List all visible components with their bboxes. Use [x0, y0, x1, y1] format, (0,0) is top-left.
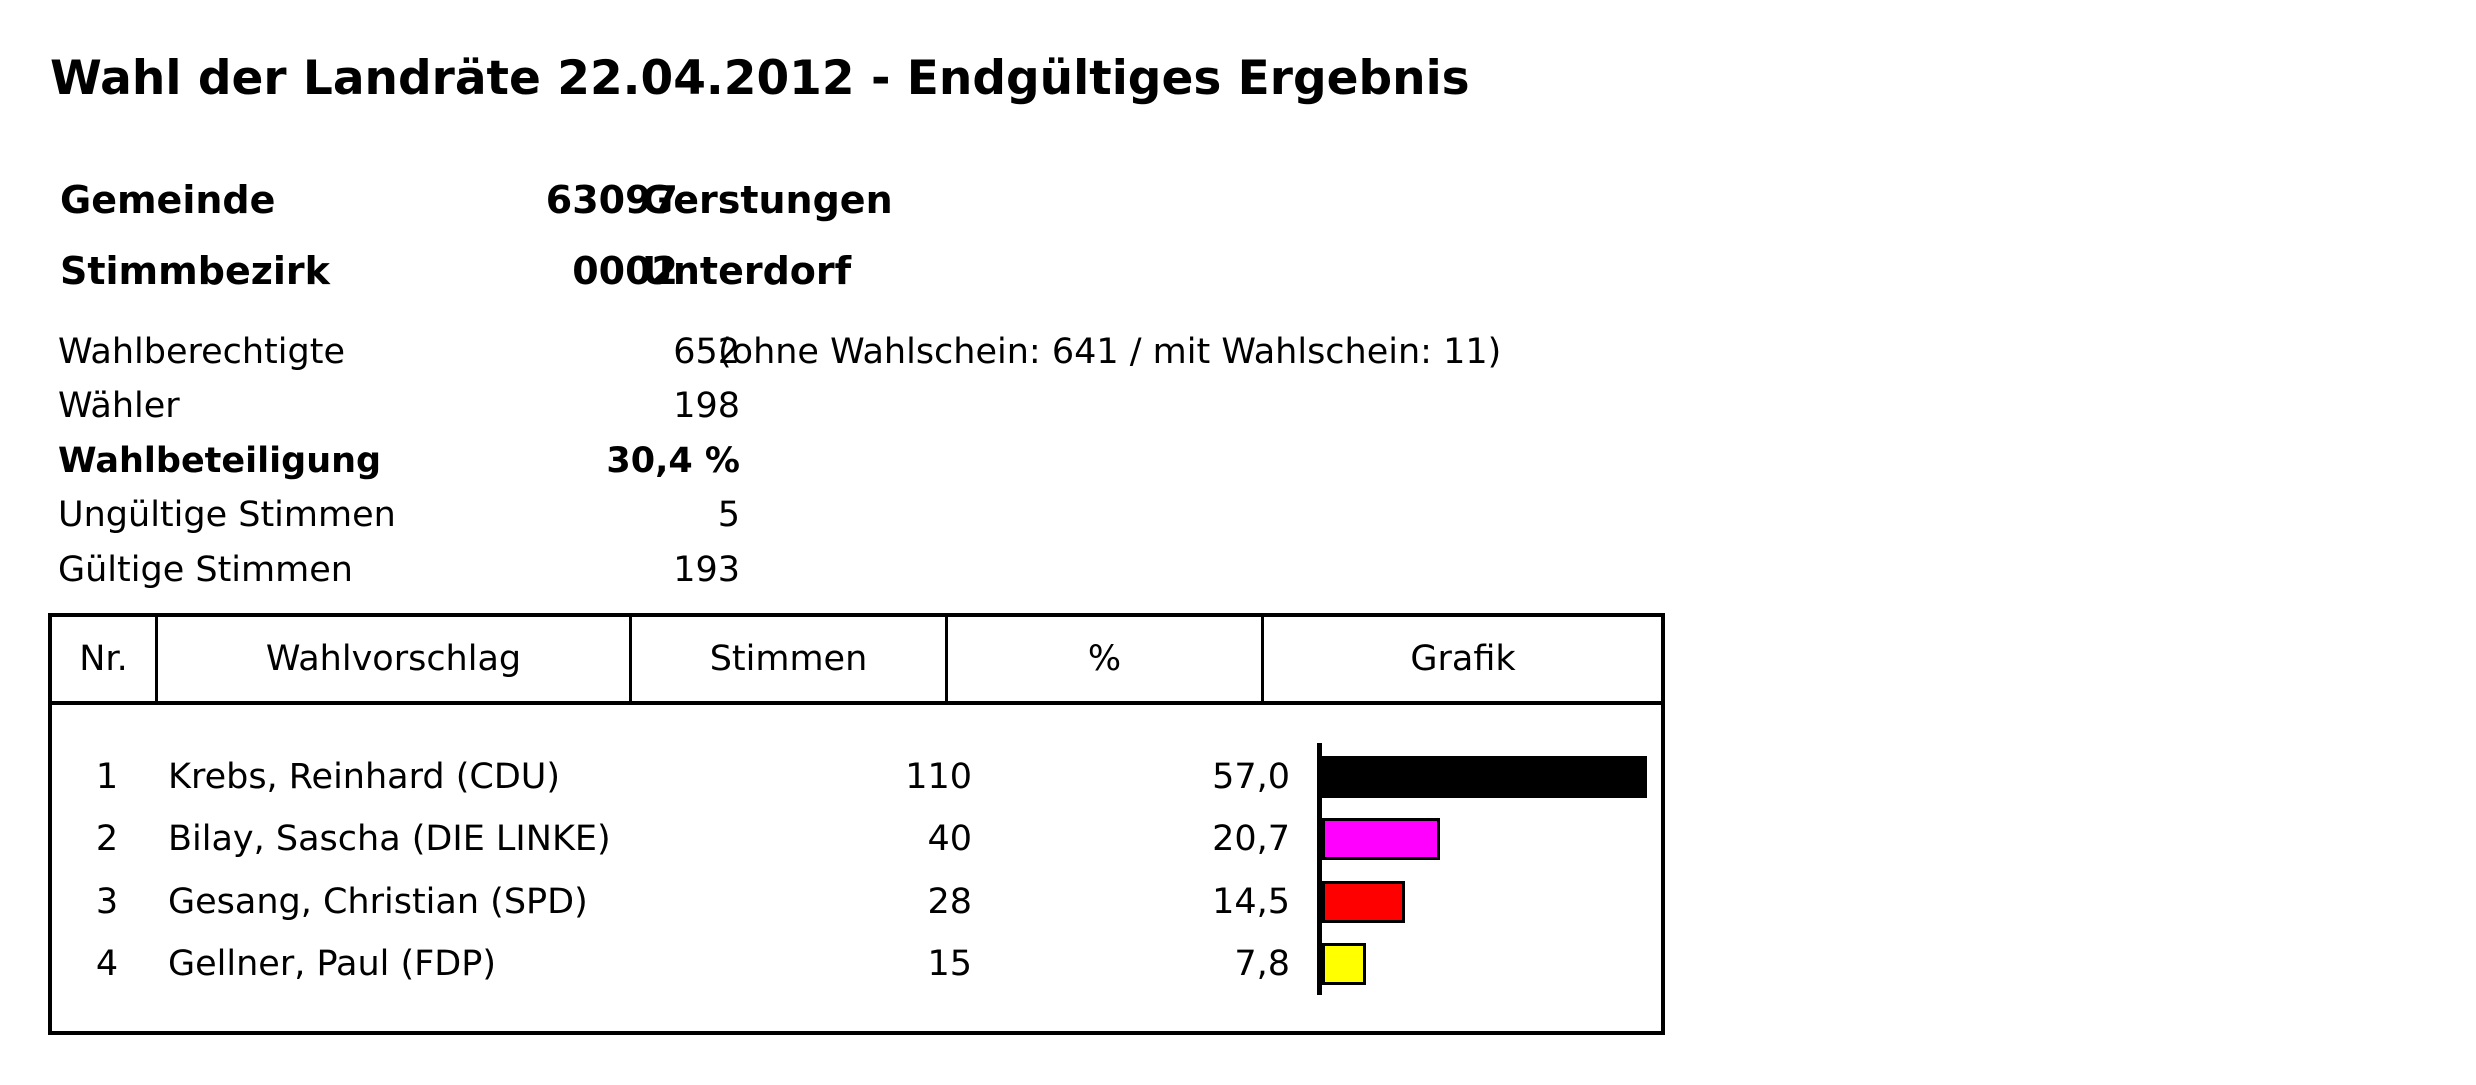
graph-axis: [1317, 743, 1322, 995]
gemeinde-row: Gemeinde 63097 Gerstungen: [60, 170, 1060, 230]
stat-value: 30,4 %: [606, 441, 740, 481]
bar-1: [1322, 756, 1647, 798]
stat-value: 5: [717, 495, 740, 535]
stat-label: Wähler: [58, 386, 180, 426]
row-name: Bilay, Sascha (DIE LINKE): [168, 819, 611, 859]
row-percent: 57,0: [1212, 757, 1290, 797]
table-row: 4 Gellner, Paul (FDP) 15 7,8: [52, 933, 1661, 995]
bar-4: [1322, 943, 1366, 985]
stimmbezirk-name: Unterdorf: [642, 249, 852, 293]
stimmbezirk-label: Stimmbezirk: [60, 249, 330, 293]
row-name: Gesang, Christian (SPD): [168, 882, 588, 922]
stat-note: (ohne Wahlschein: 641 / mit Wahlschein: …: [718, 332, 1502, 372]
stat-label: Ungültige Stimmen: [58, 495, 396, 535]
bar-graph: [1317, 743, 1657, 995]
bar-3: [1322, 881, 1405, 923]
stat-value: 652: [673, 332, 740, 372]
gemeinde-name: Gerstungen: [642, 178, 893, 222]
header-percent: %: [948, 617, 1264, 701]
table-header-row: Nr. Wahlvorschlag Stimmen % Grafik: [52, 617, 1661, 705]
stat-label: Gültige Stimmen: [58, 550, 353, 590]
table-row: 2 Bilay, Sascha (DIE LINKE) 40 20,7: [52, 808, 1661, 870]
stat-row-gueltige: Gültige Stimmen 193: [58, 543, 1558, 597]
header-wahlvorschlag: Wahlvorschlag: [158, 617, 632, 701]
row-votes: 15: [927, 944, 972, 984]
stat-label: Wahlberechtigte: [58, 332, 345, 372]
header-grafik: Grafik: [1410, 639, 1516, 679]
row-nr: 1: [95, 757, 119, 797]
gemeinde-code: 63097: [545, 178, 678, 222]
row-percent: 7,8: [1234, 944, 1290, 984]
stimmbezirk-row: Stimmbezirk 0002 Unterdorf: [60, 241, 1060, 301]
row-name: Gellner, Paul (FDP): [168, 944, 496, 984]
row-votes: 28: [927, 882, 972, 922]
stat-row-wahlbeteiligung: Wahlbeteiligung 30,4 %: [58, 434, 1558, 488]
stat-row-wahlberechtigte: Wahlberechtigte 652 (ohne Wahlschein: 64…: [58, 325, 1558, 379]
stat-label: Wahlbeteiligung: [58, 441, 382, 481]
page-title: Wahl der Landräte 22.04.2012 - Endgültig…: [50, 51, 1470, 106]
bar-2: [1322, 818, 1440, 860]
stat-row-ungueltige: Ungültige Stimmen 5: [58, 488, 1558, 542]
row-percent: 14,5: [1212, 882, 1290, 922]
row-nr: 4: [95, 944, 119, 984]
header-stimmen: Stimmen: [632, 617, 948, 701]
stat-value: 193: [673, 550, 740, 590]
gemeinde-label: Gemeinde: [60, 178, 276, 222]
results-table: Nr. Wahlvorschlag Stimmen % Grafik 1 Kre…: [48, 613, 1665, 1035]
row-votes: 110: [905, 757, 972, 797]
stimmbezirk-code: 0002: [572, 249, 678, 293]
table-row: 3 Gesang, Christian (SPD) 28 14,5: [52, 871, 1661, 933]
header-nr: Nr.: [52, 617, 158, 701]
row-votes: 40: [927, 819, 972, 859]
row-nr: 3: [95, 882, 119, 922]
row-nr: 2: [95, 819, 119, 859]
table-row: 1 Krebs, Reinhard (CDU) 110 57,0: [52, 746, 1661, 808]
stat-row-waehler: Wähler 198: [58, 379, 1558, 433]
row-percent: 20,7: [1212, 819, 1290, 859]
row-name: Krebs, Reinhard (CDU): [168, 757, 561, 797]
stat-value: 198: [673, 386, 740, 426]
